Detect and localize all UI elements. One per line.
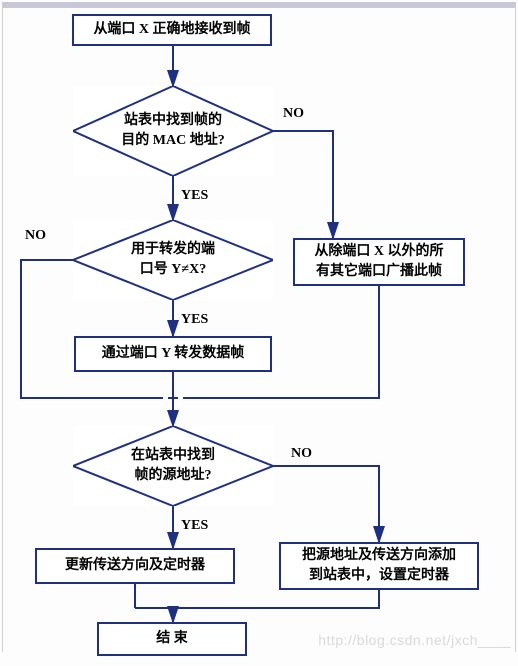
node-start-text: 从端口 X 正确地接收到帧: [93, 20, 250, 40]
decision-mac-text: 站表中找到帧的 目的 MAC 地址?: [121, 111, 224, 150]
label-d1-no: NO: [283, 106, 304, 122]
node-forward: 通过端口 Y 转发数据帧: [74, 336, 272, 372]
node-broadcast-text: 从除端口 X 以外的所 有其它端口广播此帧: [314, 242, 443, 281]
label-d3-yes: YES: [181, 518, 208, 534]
label-d3-no: NO: [291, 446, 312, 462]
label-d3-no-text: NO: [291, 446, 312, 461]
label-d2-no-text: NO: [25, 228, 46, 243]
node-update-text: 更新传送方向及定时器: [65, 556, 205, 576]
node-add: 把源地址及传送方向添加 到站表中，设置定时器: [279, 542, 479, 590]
decision-source: 在站表中找到 帧的源地址?: [73, 426, 273, 506]
node-update: 更新传送方向及定时器: [35, 548, 235, 584]
decision-source-text: 在站表中找到 帧的源地址?: [131, 446, 215, 485]
label-d1-yes-text: YES: [181, 188, 208, 203]
node-end: 结 束: [97, 622, 247, 656]
node-broadcast: 从除端口 X 以外的所 有其它端口广播此帧: [293, 238, 465, 286]
label-d2-yes-text: YES: [181, 312, 208, 327]
watermark: http://blog.csdn.net/jxch____: [318, 632, 511, 648]
watermark-text: http://blog.csdn.net/jxch____: [318, 632, 511, 648]
flowchart-canvas: 从端口 X 正确地接收到帧 从除端口 X 以外的所 有其它端口广播此帧 通过端口…: [2, 2, 516, 652]
node-start: 从端口 X 正确地接收到帧: [72, 14, 272, 46]
node-add-text: 把源地址及传送方向添加 到站表中，设置定时器: [302, 546, 456, 585]
node-end-text: 结 束: [156, 629, 188, 649]
label-d3-yes-text: YES: [181, 518, 208, 533]
decision-port: 用于转发的端 口号 Y≠X?: [73, 220, 273, 300]
label-d2-yes: YES: [181, 312, 208, 328]
decision-mac: 站表中找到帧的 目的 MAC 地址?: [73, 86, 273, 176]
node-forward-text: 通过端口 Y 转发数据帧: [102, 344, 245, 364]
decision-port-text: 用于转发的端 口号 Y≠X?: [131, 240, 215, 279]
label-d2-no: NO: [25, 228, 46, 244]
label-d1-no-text: NO: [283, 106, 304, 121]
label-d1-yes: YES: [181, 188, 208, 204]
